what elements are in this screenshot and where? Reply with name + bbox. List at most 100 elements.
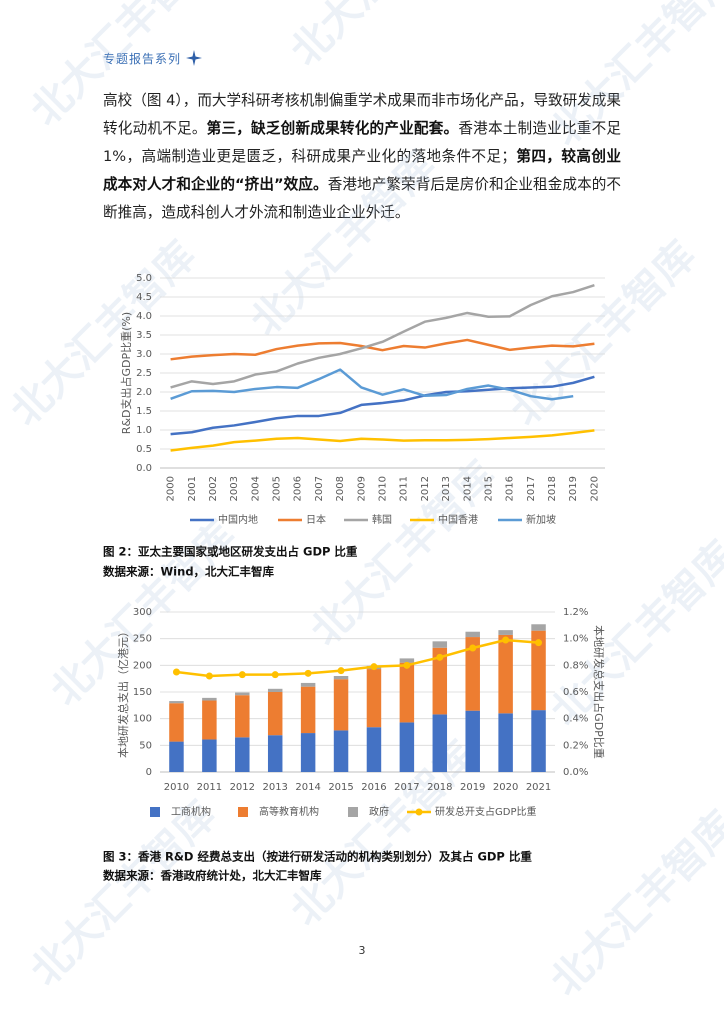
- series-line: [170, 338, 595, 361]
- bar-segment: [531, 624, 546, 631]
- line-marker: [535, 639, 543, 647]
- legend-marker: [415, 808, 423, 816]
- y-tick-label: 250: [133, 634, 152, 645]
- legend-swatch: [150, 807, 160, 817]
- x-tick-label: 2015: [483, 476, 494, 501]
- y2-axis-label: 本地研发总支出占GDP比重: [592, 625, 606, 759]
- x-tick-label: 2020: [493, 782, 518, 793]
- x-tick-label: 2003: [229, 476, 240, 501]
- y-tick-label: 150: [133, 687, 152, 698]
- x-tick-label: 2005: [272, 476, 283, 501]
- paragraph: 高校（图 4），而大学科研考核机制偏重学术成果而非市场化产品，导致研发成果转化动…: [103, 87, 621, 227]
- x-tick-label: 2016: [505, 476, 516, 501]
- x-tick-label: 2013: [441, 476, 452, 501]
- x-tick-label: 2019: [568, 476, 579, 501]
- bar-segment: [432, 647, 448, 715]
- y-tick-label: 1.0: [136, 425, 152, 436]
- text-run: 高校（图 4），而大学科研考核机制偏重学术成果而非市场化产品，导致研发成果转化动…: [103, 92, 621, 137]
- legend-label: 新加坡: [526, 513, 556, 526]
- y2-tick-label: 0.0%: [563, 767, 588, 778]
- bar-segment: [169, 701, 184, 704]
- bar-segment: [333, 730, 349, 772]
- bar-segment: [333, 679, 349, 731]
- x-tick-label: 2006: [293, 476, 304, 501]
- series-line: [170, 375, 595, 436]
- chart-caption: 图 2：亚太主要国家或地区研发支出占 GDP 比重: [103, 545, 358, 559]
- legend-swatch: [238, 807, 248, 817]
- y2-tick-label: 0.2%: [563, 740, 588, 751]
- bar-segment: [498, 634, 513, 714]
- bar-segment: [465, 710, 480, 772]
- watermark: 北大汇丰智库: [282, 0, 484, 75]
- watermark: 北大汇丰智库: [542, 803, 724, 1005]
- y2-tick-label: 0.4%: [563, 714, 588, 725]
- bar-segment: [235, 695, 250, 738]
- bar-segment: [169, 703, 184, 742]
- y-tick-label: 2.5: [136, 368, 152, 379]
- y-tick-label: 300: [133, 607, 152, 618]
- bar-segment: [267, 735, 283, 772]
- legend-label: 研发总开支占GDP比重: [435, 805, 536, 818]
- x-tick-label: 2012: [230, 782, 255, 793]
- y2-tick-label: 0.8%: [563, 660, 588, 671]
- legend-label: 中国内地: [218, 513, 258, 526]
- bar-segment: [498, 713, 513, 772]
- line-marker: [238, 671, 246, 679]
- x-tick-label: 2007: [314, 476, 325, 501]
- bar-segment: [300, 682, 316, 687]
- x-tick-label: 2013: [262, 782, 287, 793]
- line-marker: [436, 653, 444, 661]
- x-tick-label: 2012: [420, 476, 431, 501]
- y2-tick-label: 1.2%: [563, 607, 588, 618]
- y-tick-label: 0: [146, 767, 152, 778]
- bar-segment: [300, 686, 316, 734]
- header: 专题报告系列: [103, 50, 202, 67]
- x-tick-label: 2010: [164, 782, 189, 793]
- bar-segment: [333, 676, 349, 680]
- legend-label: 日本: [306, 513, 326, 526]
- chart-source: 数据来源：香港政府统计处，北大汇丰智库: [103, 869, 322, 883]
- bar-segment: [531, 630, 546, 711]
- bar-segment: [267, 692, 283, 736]
- legend-label: 中国香港: [438, 513, 478, 526]
- watermark: 北大汇丰智库: [242, 143, 444, 345]
- x-tick-label: 2008: [335, 476, 346, 501]
- y-tick-label: 4.0: [136, 311, 152, 322]
- bar-segment: [498, 630, 513, 635]
- text-run: 香港地产繁荣背后是房价和企业租金成本的不断推高，造成科创人才外流和制造业企业外迁…: [103, 176, 621, 221]
- line-marker: [370, 663, 378, 671]
- bar-segment: [399, 722, 415, 772]
- line-marker: [469, 644, 477, 652]
- series-line: [170, 368, 574, 401]
- bar-segment: [202, 697, 217, 701]
- y-tick-label: 50: [139, 740, 152, 751]
- bar-segment: [432, 641, 448, 648]
- y-tick-label: 0.5: [136, 444, 152, 455]
- x-tick-label: 2015: [328, 782, 353, 793]
- x-tick-label: 2011: [399, 476, 410, 501]
- header-title: 专题报告系列: [103, 52, 182, 66]
- bar-segment: [432, 714, 448, 772]
- x-tick-label: 2016: [361, 782, 386, 793]
- x-tick-label: 2017: [394, 782, 419, 793]
- x-tick-label: 2018: [547, 476, 558, 501]
- x-tick-label: 2001: [187, 476, 198, 501]
- x-tick-label: 2004: [250, 476, 261, 501]
- watermark: 北大汇丰智库: [22, 793, 224, 995]
- x-tick-label: 2014: [462, 476, 473, 501]
- y-tick-label: 0.0: [136, 463, 152, 474]
- x-tick-label: 2010: [378, 476, 389, 501]
- series-line: [170, 284, 595, 389]
- series-line: [170, 429, 595, 452]
- legend-swatch: [348, 807, 358, 817]
- bar-segment: [267, 688, 283, 692]
- y2-tick-label: 0.6%: [563, 687, 588, 698]
- x-tick-label: 2011: [197, 782, 222, 793]
- y-tick-label: 100: [133, 714, 152, 725]
- watermark: 北大汇丰智库: [2, 233, 204, 435]
- series-line: [176, 638, 539, 678]
- bar-segment: [169, 741, 184, 772]
- y-tick-label: 200: [133, 660, 152, 671]
- x-tick-label: 2017: [526, 476, 537, 501]
